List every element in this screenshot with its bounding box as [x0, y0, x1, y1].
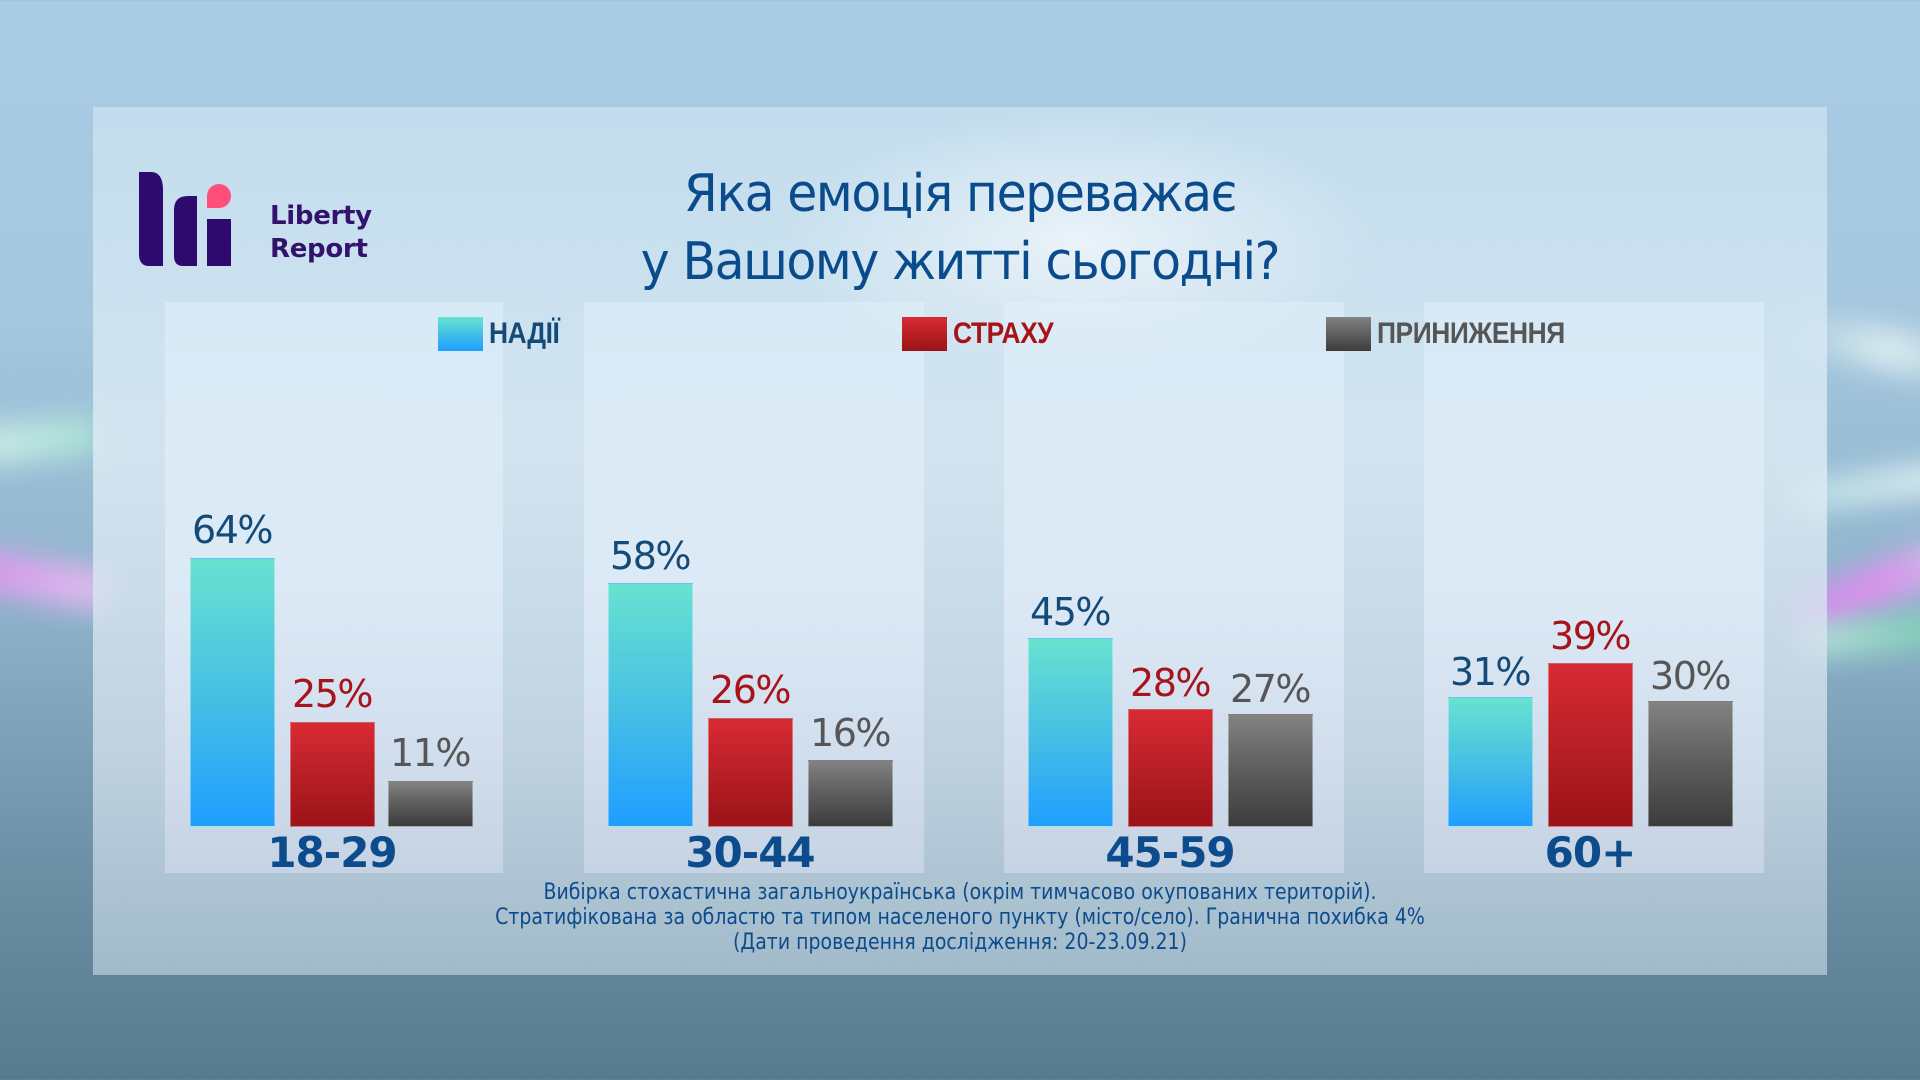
- value-label-humiliation-45-59: 27%: [1230, 667, 1311, 711]
- legend-swatch-fear: [902, 317, 947, 351]
- footnote-line2: Стратифікована за областю та типом насел…: [495, 905, 1425, 930]
- chart-title: Яка емоція переважає у Вашому житті сьог…: [58, 160, 1863, 296]
- bar-fear-60-plus: [1548, 663, 1633, 827]
- legend-item-hope: НАДІЇ: [438, 316, 569, 352]
- value-label-fear-45-59: 28%: [1130, 661, 1211, 705]
- bar-hope-60-plus: [1448, 697, 1533, 827]
- methodology-footnote: Вибірка стохастична загальноукраїнська (…: [0, 880, 1920, 955]
- bar-hope-45-59: [1028, 638, 1113, 827]
- logo-line1: Liberty: [270, 201, 372, 231]
- legend-label-fear: СТРАХУ: [953, 317, 1054, 350]
- legend-swatch-humiliation: [1326, 317, 1371, 351]
- bar-hope-18-29: [190, 558, 275, 827]
- legend-label-humiliation: ПРИНИЖЕННЯ: [1377, 317, 1565, 350]
- category-label-30-44: 30-44: [685, 828, 815, 877]
- value-label-humiliation-60-plus: 30%: [1650, 654, 1731, 698]
- background-light-streak: [0, 413, 102, 467]
- bar-fear-18-29: [290, 722, 375, 827]
- legend-item-fear: СТРАХУ: [902, 316, 1067, 352]
- bar-humiliation-45-59: [1228, 714, 1313, 827]
- bar-fear-30-44: [708, 718, 793, 827]
- value-label-hope-18-29: 64%: [192, 508, 273, 552]
- chart-title-line1: Яка емоція переважає: [683, 164, 1238, 224]
- value-label-fear-18-29: 25%: [292, 672, 373, 716]
- bar-fear-45-59: [1128, 709, 1213, 827]
- legend-item-humiliation: ПРИНИЖЕННЯ: [1326, 316, 1590, 352]
- category-label-60-plus: 60+: [1544, 828, 1637, 877]
- liberty-report-logo: Liberty Report: [139, 170, 389, 270]
- value-label-hope-60-plus: 31%: [1450, 650, 1531, 694]
- value-label-hope-30-44: 58%: [610, 534, 691, 578]
- category-label-18-29: 18-29: [267, 828, 397, 877]
- legend-swatch-hope: [438, 317, 483, 351]
- value-label-humiliation-18-29: 11%: [390, 731, 471, 775]
- value-label-fear-60-plus: 39%: [1550, 614, 1631, 658]
- liberty-report-logo-icon: [139, 172, 231, 266]
- chart-title-line2: у Вашому житті сьогодні?: [640, 232, 1281, 292]
- value-label-fear-30-44: 26%: [710, 668, 791, 712]
- bar-hope-30-44: [608, 583, 693, 827]
- footnote-line1: Вибірка стохастична загальноукраїнська (…: [543, 880, 1377, 905]
- value-label-humiliation-30-44: 16%: [810, 711, 891, 755]
- logo-line2: Report: [270, 234, 368, 264]
- legend-label-hope: НАДІЇ: [489, 317, 560, 350]
- bar-humiliation-30-44: [808, 760, 893, 827]
- bar-humiliation-60-plus: [1648, 701, 1733, 827]
- bar-humiliation-18-29: [388, 781, 473, 827]
- value-label-hope-45-59: 45%: [1030, 590, 1111, 634]
- logo-wordmark: Liberty Report: [270, 200, 372, 266]
- footnote-line3: (Дати проведення дослідження: 20-23.09.2…: [733, 930, 1187, 955]
- category-label-45-59: 45-59: [1105, 828, 1235, 877]
